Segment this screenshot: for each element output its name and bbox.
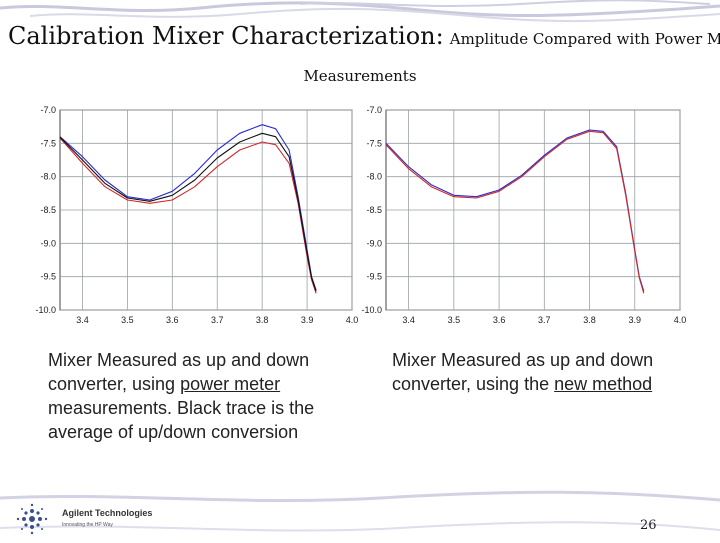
agilent-spark-icon xyxy=(16,503,48,535)
caption-left-link[interactable]: power meter xyxy=(180,374,281,394)
bottom-decoration xyxy=(0,490,720,532)
y-tick-label: -9.0 xyxy=(40,238,56,248)
x-tick-label: 3.6 xyxy=(166,315,179,325)
x-tick-label: 3.7 xyxy=(538,315,551,325)
caption-right-link[interactable]: new method xyxy=(554,374,653,394)
y-tick-label: -10.0 xyxy=(361,305,382,315)
x-tick-label: 3.5 xyxy=(121,315,134,325)
x-tick-label: 3.5 xyxy=(448,315,461,325)
x-tick-label: 3.4 xyxy=(402,315,415,325)
x-tick-label: 3.9 xyxy=(301,315,314,325)
title-main: Calibration Mixer Characterization: xyxy=(8,22,444,50)
series-average-line xyxy=(59,132,317,292)
slide-title: Calibration Mixer Characterization: Ampli… xyxy=(8,22,720,50)
chart-power-meter: 3.4 3.5 3.6 3.7 3.8 3.9 4.0 -7.0 -7.5 -8.0 -8.5 -9.… xyxy=(35,105,358,325)
y-tick-label: -10.0 xyxy=(35,305,56,315)
title-subtitle: Amplitude Compared with Power Meter xyxy=(449,30,720,48)
x-tick-label: 4.0 xyxy=(346,315,358,325)
x-tick-label: 4.0 xyxy=(674,315,686,325)
y-tick-label: -8.0 xyxy=(366,172,382,182)
agilent-logo: Agilent Technologies Innovating the HP W… xyxy=(12,500,156,538)
title-line2: Measurements xyxy=(303,67,417,85)
series-down-line xyxy=(59,137,317,294)
y-tick-label: -7.0 xyxy=(40,105,56,115)
y-tick-label: -7.5 xyxy=(366,138,382,148)
x-tick-label: 3.8 xyxy=(256,315,269,325)
caption-left-pre: Mixer Measured as up and down converter,… xyxy=(48,350,310,394)
y-tick-label: -8.5 xyxy=(40,205,56,215)
logo-name: Agilent Technologies xyxy=(62,508,153,518)
y-tick-label: -8.5 xyxy=(366,205,382,215)
caption-right-pre: Mixer Measured as up and down converter,… xyxy=(392,350,654,394)
caption-power-meter: Mixer Measured as up and down converter,… xyxy=(48,348,366,444)
x-tick-label: 3.7 xyxy=(211,315,224,325)
x-tick-label: 3.6 xyxy=(493,315,506,325)
top-decoration xyxy=(0,0,720,23)
y-tick-label: -9.5 xyxy=(40,272,56,282)
caption-left-post: measurements. Black trace is the average… xyxy=(48,398,315,442)
x-tick-label: 3.9 xyxy=(629,315,642,325)
y-tick-label: -7.0 xyxy=(366,105,382,115)
x-tick-label: 3.8 xyxy=(583,315,596,325)
logo-tagline: Innovating the HP Way xyxy=(62,522,113,528)
chart-new-method: 3.4 3.5 3.6 3.7 3.8 3.9 4.0 -7.0 -7.5 -8.0 -8.5 -9.… xyxy=(361,105,686,325)
page-number: 26 xyxy=(640,518,657,533)
y-tick-label: -7.5 xyxy=(40,138,56,148)
series-down-line xyxy=(385,130,645,294)
y-tick-label: -9.5 xyxy=(366,272,382,282)
y-tick-label: -8.0 xyxy=(40,172,56,182)
caption-new-method: Mixer Measured as up and down converter,… xyxy=(392,348,692,396)
x-tick-label: 3.4 xyxy=(76,315,89,325)
y-tick-label: -9.0 xyxy=(366,238,382,248)
